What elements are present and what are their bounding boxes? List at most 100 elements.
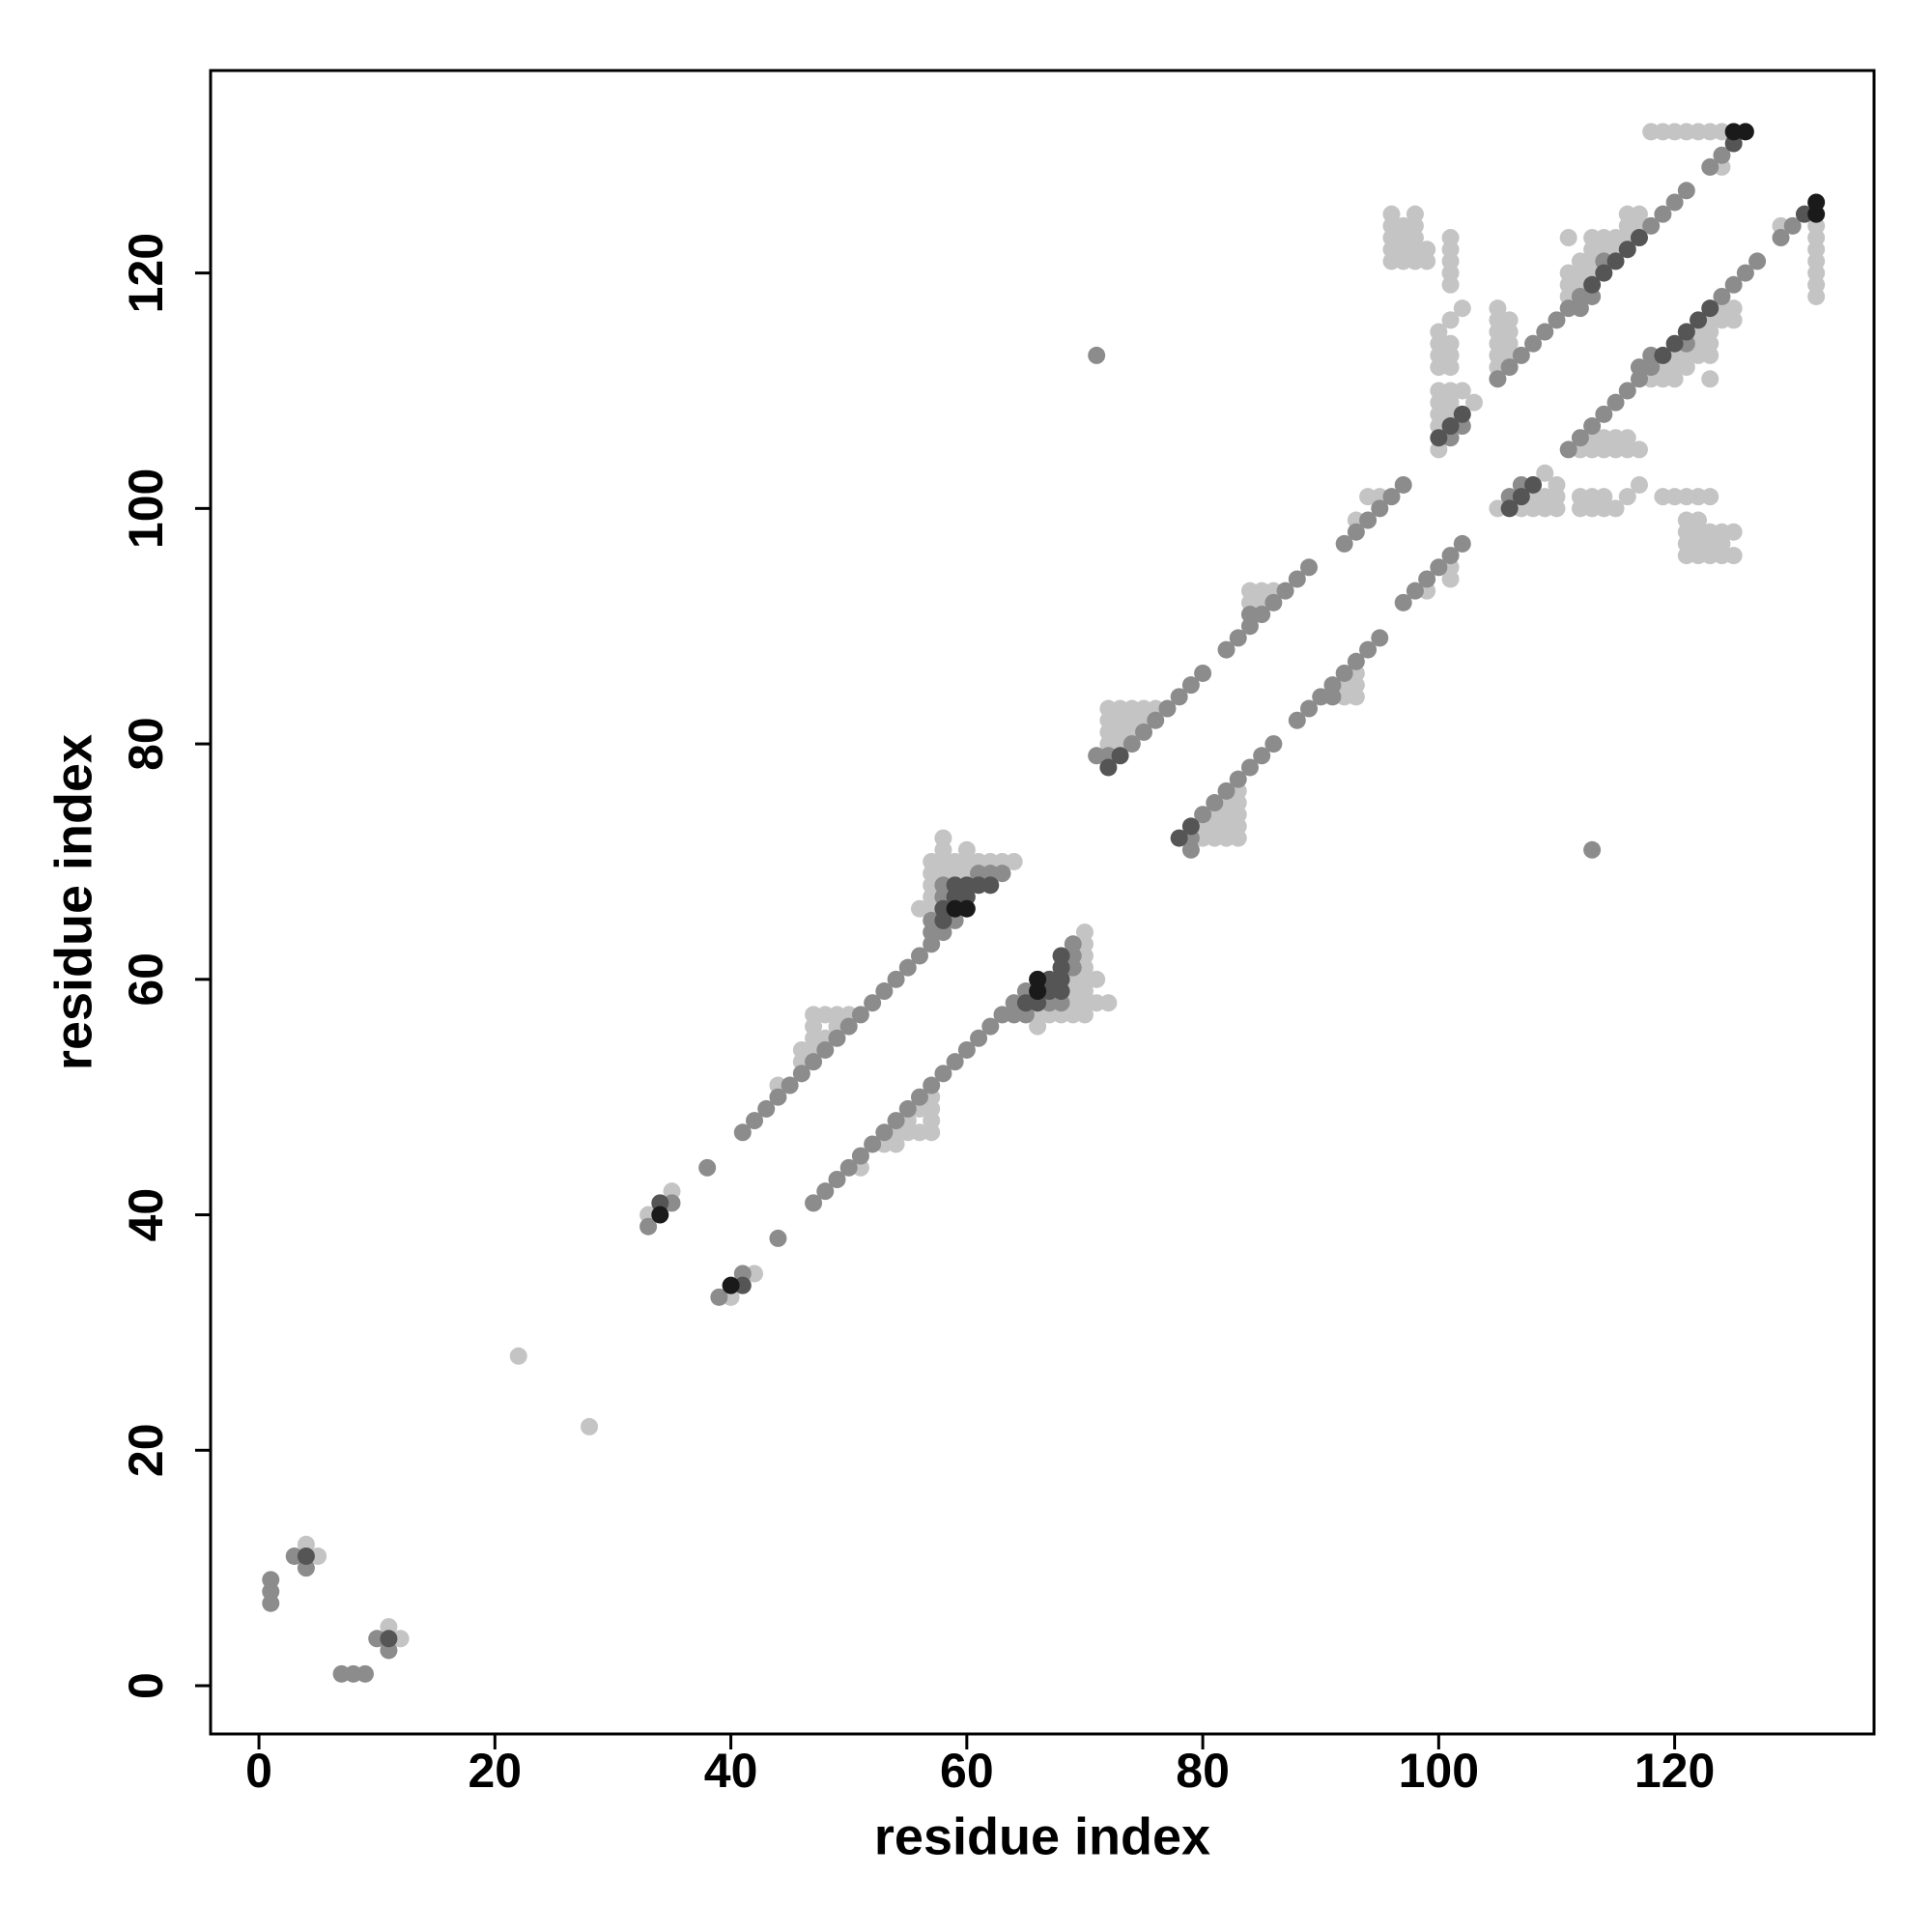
contact-point (1335, 664, 1353, 682)
contact-point (1441, 311, 1460, 329)
contact-point (722, 1276, 740, 1294)
contact-point (1500, 311, 1519, 329)
y-tick-label: 100 (119, 469, 173, 549)
contact-point (1253, 606, 1271, 624)
contact-point (1500, 499, 1519, 518)
contact-point (1701, 370, 1719, 388)
x-tick-label: 20 (469, 1744, 523, 1798)
y-axis-title: residue index (44, 734, 102, 1070)
contact-point (1194, 664, 1212, 682)
contact-point (1158, 699, 1177, 718)
contact-point (828, 1171, 846, 1188)
contact-point (1453, 534, 1471, 553)
contact-point (1441, 229, 1460, 247)
contact-point (1194, 806, 1212, 824)
x-tick-label: 80 (1176, 1744, 1230, 1798)
contact-point (1630, 440, 1648, 459)
contact-point (1147, 711, 1165, 729)
contact-point (1618, 241, 1636, 259)
contact-point (1606, 499, 1625, 518)
contact-point (1005, 852, 1023, 870)
contact-point (1559, 440, 1577, 459)
contact-point (1441, 547, 1460, 565)
contact-point (934, 1065, 952, 1083)
contact-point (1489, 370, 1507, 388)
contact-point (1111, 747, 1129, 765)
contact-point (1170, 829, 1188, 847)
contact-point (1783, 216, 1802, 235)
contact-point (1135, 723, 1153, 741)
contact-point (957, 1040, 976, 1059)
contact-point (509, 1347, 527, 1365)
contact-point (1264, 735, 1283, 753)
contact-point (1595, 264, 1613, 282)
contact-point (1406, 582, 1424, 600)
contact-point (1524, 334, 1543, 353)
contact-point (1536, 464, 1554, 482)
contact-point (1430, 323, 1448, 341)
x-axis-title: residue index (874, 1807, 1210, 1865)
contact-point (1618, 488, 1636, 506)
y-tick-label: 60 (119, 952, 173, 1007)
contact-point (769, 1229, 787, 1247)
contact-point (828, 1029, 846, 1047)
contact-point (981, 1017, 1000, 1036)
contact-point (792, 1065, 810, 1083)
contact-point (1300, 699, 1319, 718)
y-tick-label: 120 (119, 233, 173, 313)
contact-point (651, 1206, 669, 1224)
contact-point (769, 1088, 787, 1106)
contact-point (1253, 747, 1271, 765)
contact-point (1453, 382, 1471, 400)
contact-point (1382, 205, 1401, 223)
contact-point (1359, 511, 1378, 529)
contact-point (805, 1194, 823, 1212)
contact-point (851, 1147, 869, 1165)
x-tick-label: 120 (1634, 1744, 1715, 1798)
contact-point (1206, 794, 1224, 812)
contact-point (993, 865, 1011, 883)
contact-point (1418, 241, 1436, 259)
contact-point (781, 1076, 799, 1094)
contact-point (1406, 205, 1424, 223)
contact-point (1347, 652, 1365, 670)
contact-point (1724, 275, 1743, 294)
contact-point (1618, 429, 1636, 447)
contact-point (1500, 358, 1519, 377)
contact-point (1217, 640, 1236, 659)
contact-point (851, 1006, 869, 1024)
contact-point (1690, 311, 1708, 329)
contact-point (1701, 299, 1719, 318)
contact-point (1382, 488, 1401, 506)
contact-point (957, 899, 976, 918)
contact-point (910, 947, 928, 965)
contact-point (1453, 405, 1471, 423)
contact-point (1418, 570, 1436, 588)
contact-point (710, 1288, 728, 1306)
contact-point (1548, 475, 1566, 494)
y-tick-label: 20 (119, 1423, 173, 1477)
contact-point (1217, 781, 1236, 800)
contact-point (1630, 205, 1648, 223)
contact-point (898, 958, 917, 977)
contact-point (1512, 346, 1530, 364)
contact-point (1170, 688, 1188, 706)
contact-point (957, 840, 976, 859)
contact-point (1654, 205, 1672, 223)
contact-point (816, 1040, 835, 1059)
contact-point (733, 1123, 752, 1142)
contact-point (1288, 570, 1306, 588)
contact-point (1583, 275, 1602, 294)
contact-point (970, 1029, 988, 1047)
contact-point (1347, 523, 1365, 541)
contact-point (1524, 475, 1543, 494)
contact-point (746, 1112, 764, 1130)
y-tick-label: 40 (119, 1188, 173, 1242)
contact-point (1595, 488, 1613, 506)
contact-point (1229, 770, 1247, 788)
contact-point (1536, 323, 1554, 341)
contact-point (380, 1630, 398, 1648)
contact-point (1595, 405, 1613, 423)
contact-point (1642, 216, 1661, 235)
